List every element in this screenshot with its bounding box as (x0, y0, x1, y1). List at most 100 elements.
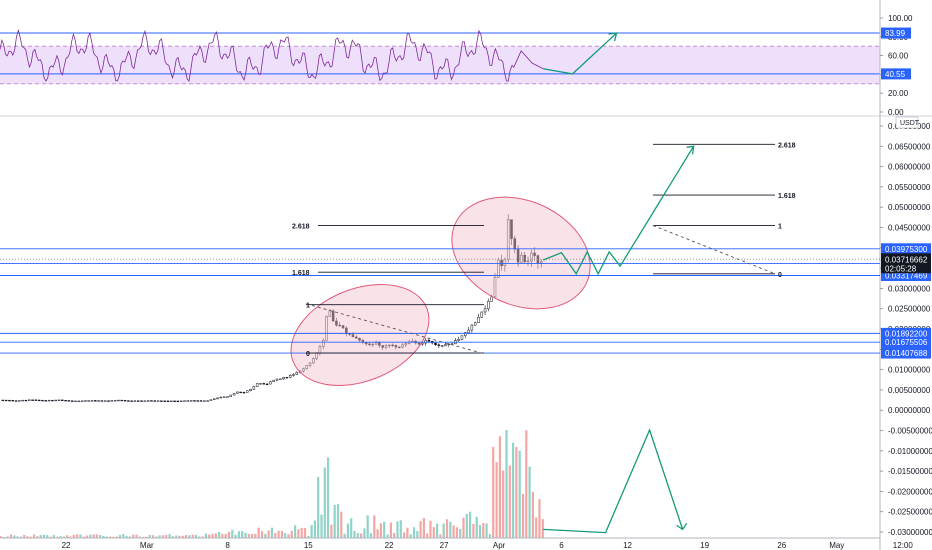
price-axis[interactable]: 100.0080.0060.0040.0020.000.0083.9940.55… (880, 14, 932, 537)
candle (338, 324, 341, 327)
candle (355, 336, 358, 339)
candle (457, 338, 460, 341)
rsi-level-tag (881, 27, 911, 39)
volume-bar (82, 536, 85, 538)
candle (163, 400, 166, 402)
volume-bar (181, 535, 184, 538)
volume-bar (218, 532, 221, 538)
volume-bar (373, 515, 376, 538)
volume-bar (95, 534, 98, 538)
highlight-ellipse (451, 196, 591, 310)
candle (464, 332, 467, 336)
volume-bar (343, 533, 346, 538)
candle (133, 400, 137, 402)
rsi-projection (543, 32, 618, 75)
volume-bar (251, 534, 254, 538)
volume-bar (201, 536, 204, 538)
candle (18, 400, 21, 402)
volume-bar (59, 536, 62, 538)
candle (21, 399, 24, 402)
price-level-tag-label: 0.03317469 (885, 272, 928, 281)
fib-level-label: 1 (778, 223, 782, 230)
price-axis-label: -0.02000000 (888, 487, 932, 496)
volume-bar (72, 534, 75, 538)
volume-bar (19, 536, 22, 538)
volume-bar (122, 534, 125, 538)
candle (226, 396, 229, 398)
volume-bar (241, 530, 244, 538)
volume-bar (168, 534, 171, 538)
time-axis-label: 26 (777, 541, 786, 550)
volume-bar (452, 525, 455, 538)
price-axis-label: 0.01000000 (888, 366, 931, 375)
rsi-line (0, 28, 544, 82)
volume-bar (280, 531, 283, 538)
candle (90, 400, 94, 402)
candle (57, 399, 61, 401)
candle (153, 400, 157, 402)
volume-bar (449, 521, 452, 538)
volume-bar (36, 536, 39, 538)
volume-bar (485, 523, 488, 538)
time-axis-label: Apr (493, 541, 506, 550)
candle (183, 400, 186, 402)
candle (143, 400, 147, 402)
volume-bar (204, 533, 207, 538)
volume-bar (224, 534, 227, 538)
volume-bar (257, 527, 260, 538)
candle (388, 344, 391, 347)
volume-bar (171, 536, 174, 538)
time-axis-label: Mar (140, 541, 154, 550)
volume-bar (363, 528, 366, 538)
price-axis-label: 0.06500000 (888, 142, 931, 151)
candle (1, 399, 5, 402)
volume-bar (29, 536, 32, 538)
volume-bar (244, 532, 247, 538)
volume-projection (543, 428, 684, 534)
volume-bar (492, 446, 495, 538)
volume-bar (112, 536, 115, 538)
volume-bar (9, 534, 13, 538)
candle (47, 399, 51, 402)
volume-bar (39, 535, 42, 538)
candle (325, 315, 328, 341)
volume-bar (313, 520, 316, 538)
volume-bar (300, 527, 303, 538)
candle (28, 399, 31, 401)
volume-bar (307, 535, 310, 538)
candle (203, 400, 206, 402)
candle (305, 365, 308, 369)
candle (127, 400, 130, 402)
volume-bar (436, 523, 439, 538)
volume-bar (369, 533, 373, 538)
volume-bar (389, 522, 392, 538)
candle (255, 383, 259, 387)
volume-bar (254, 533, 257, 538)
time-axis-label: 8 (225, 541, 230, 550)
volume-bar (317, 477, 320, 538)
candle (480, 311, 484, 318)
candle (219, 396, 223, 399)
rsi-axis-label: 60.00 (888, 52, 909, 61)
rsi-level-tag (881, 68, 911, 80)
candle (302, 368, 305, 372)
candle (473, 322, 477, 326)
volume-bar (366, 515, 369, 538)
candle (500, 259, 503, 267)
volume-bar (115, 536, 118, 538)
candle (74, 400, 77, 403)
volume-bar (336, 504, 340, 538)
candle (292, 374, 295, 376)
candle (424, 339, 427, 344)
volume-bar (333, 504, 336, 538)
volume-bar (422, 517, 425, 538)
candle (120, 399, 123, 402)
volume-bar (465, 513, 468, 538)
volume-bar (284, 533, 287, 538)
candle (371, 343, 375, 346)
volume-bar (277, 530, 280, 538)
candle (252, 386, 256, 390)
candle (117, 399, 120, 402)
